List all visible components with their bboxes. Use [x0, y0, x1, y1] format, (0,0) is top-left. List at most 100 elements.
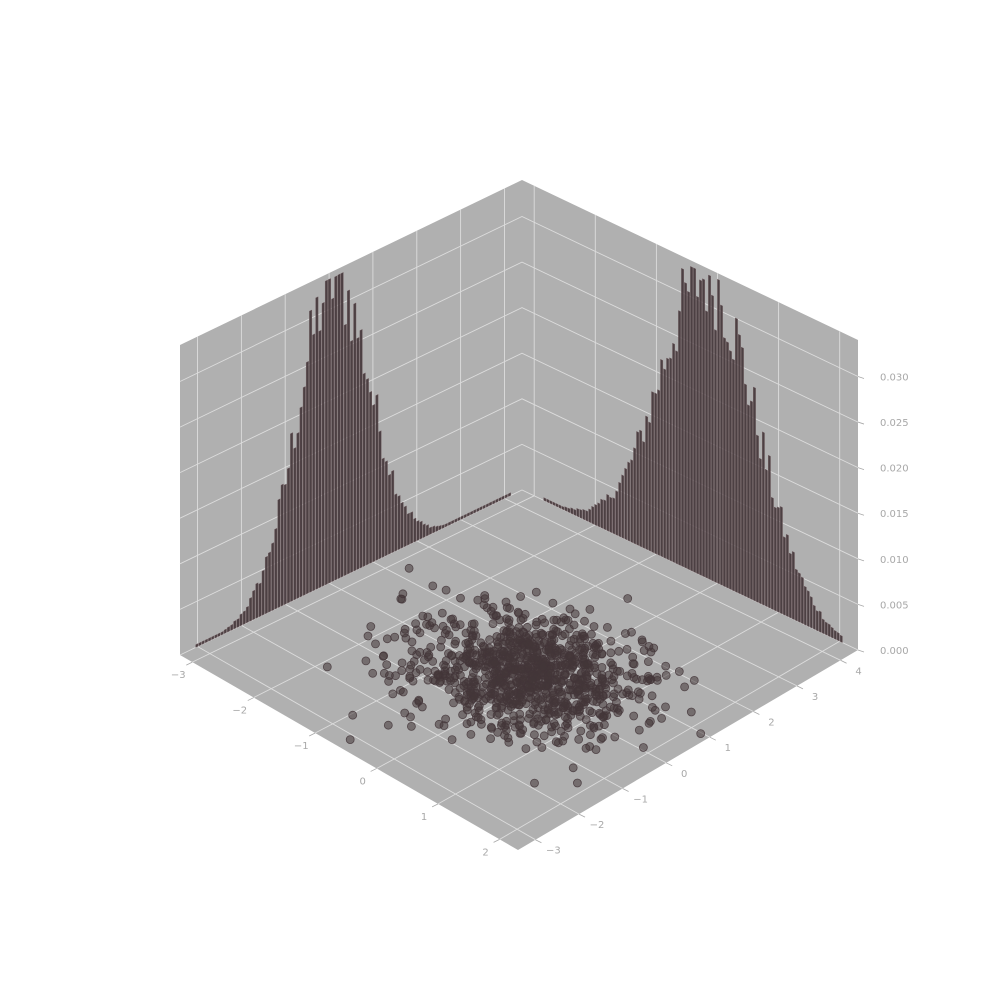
y-hist-bar [220, 630, 224, 636]
y-hist-bar [271, 542, 275, 612]
scatter-point [371, 639, 380, 649]
scatter-point [488, 610, 498, 620]
scatter-point [629, 659, 639, 669]
z-tick-label: 0.030 [880, 373, 909, 384]
y-hist-bar [495, 498, 499, 504]
y-hist-bar [283, 483, 287, 606]
y-hist-bar [287, 467, 290, 604]
scatter-point [493, 728, 503, 737]
y-hist-bar [359, 329, 363, 569]
x-hist-bar [681, 267, 684, 568]
x-hist-bar [756, 434, 759, 603]
scatter-point [639, 646, 649, 655]
scatter-point [597, 673, 607, 683]
x-hist-bar [618, 481, 622, 538]
scatter-point [606, 636, 616, 646]
x-hist-bar [672, 342, 675, 564]
x-hist-bar [768, 454, 771, 609]
scatter-point [513, 635, 523, 644]
scatter-point [558, 736, 568, 746]
scatter-point [436, 635, 446, 645]
scatter-point [390, 632, 400, 642]
x-hist-bar [609, 496, 613, 534]
scatter-point [573, 778, 582, 788]
scatter-point [469, 626, 479, 636]
scatter-point [686, 707, 696, 717]
scatter-point [531, 587, 541, 597]
x-hist-bar [732, 358, 735, 592]
scatter-point [650, 705, 660, 715]
scatter-point [612, 704, 622, 713]
scatter-point [587, 629, 596, 639]
y-hist-bar [413, 517, 417, 543]
scatter-point [622, 644, 632, 654]
y-tick-mark [796, 685, 804, 690]
y-hist-bar [394, 493, 398, 552]
x-hist-bar [600, 498, 604, 529]
z-tick-label: 0.020 [880, 464, 909, 475]
scatter-point [429, 675, 438, 685]
x-hist-bar [630, 459, 633, 544]
scatter-point [528, 676, 537, 685]
x-hist-bar [663, 368, 666, 559]
y-hist-bar [391, 469, 395, 554]
y-hist-bar [451, 519, 454, 525]
scatter-point [473, 675, 483, 685]
y-hist-bar [369, 390, 372, 564]
y-hist-bar [255, 582, 259, 619]
y-hist-bar [217, 632, 221, 638]
scatter-point [444, 685, 454, 694]
scatter-point [591, 643, 601, 652]
scatter-point [397, 658, 407, 668]
scatter-point [548, 598, 558, 608]
scatter-point [545, 630, 554, 640]
scatter-point [400, 708, 410, 718]
scatter-point [557, 690, 567, 699]
scatter-point [484, 691, 494, 701]
x-hist-bar [603, 499, 607, 531]
y-hist-bar [245, 605, 249, 624]
y-tick-mark [666, 762, 673, 767]
scatter-point [582, 672, 592, 681]
x-tick-mark [186, 661, 193, 666]
y-hist-bar [388, 473, 391, 555]
y-hist-bar [448, 521, 451, 526]
scatter-point [492, 632, 502, 641]
scatter-point [576, 726, 586, 736]
z-gridline [179, 216, 859, 382]
y-hist-bar [489, 501, 492, 507]
scatter-point [405, 664, 415, 674]
y-hist-bar [504, 493, 508, 499]
scatter-point [479, 600, 489, 610]
scatter-point [459, 677, 469, 686]
y-tick-mark [622, 788, 629, 792]
x-hist-bar [774, 506, 777, 612]
scatter-point [407, 646, 417, 656]
y-hist-bar [419, 520, 423, 540]
scatter-point [348, 710, 358, 720]
y-tick-label: 4 [855, 666, 861, 677]
y-hist-bar [312, 333, 316, 592]
scatter-point [366, 622, 376, 631]
y-tick-label: 2 [768, 718, 774, 729]
x-hist-bar [543, 497, 547, 502]
scatter-point [450, 665, 460, 675]
scatter-point [566, 636, 576, 646]
y-hist-bar [299, 406, 303, 598]
scatter-point [639, 743, 648, 752]
scatter-point [505, 627, 514, 637]
x-hist-bar [798, 572, 801, 623]
x-hist-bar [546, 498, 550, 504]
scatter-point [388, 689, 398, 699]
scatter-point [562, 719, 572, 728]
scatter-point [397, 666, 407, 675]
scatter-point [486, 710, 496, 719]
scatter-point [383, 720, 393, 730]
z-tick-mark [857, 512, 865, 516]
scatter-point [580, 616, 589, 626]
scatter-point [464, 657, 474, 667]
x-hist-bar [723, 337, 726, 588]
scatter-point [368, 668, 378, 678]
y-hist-bar [195, 643, 199, 648]
